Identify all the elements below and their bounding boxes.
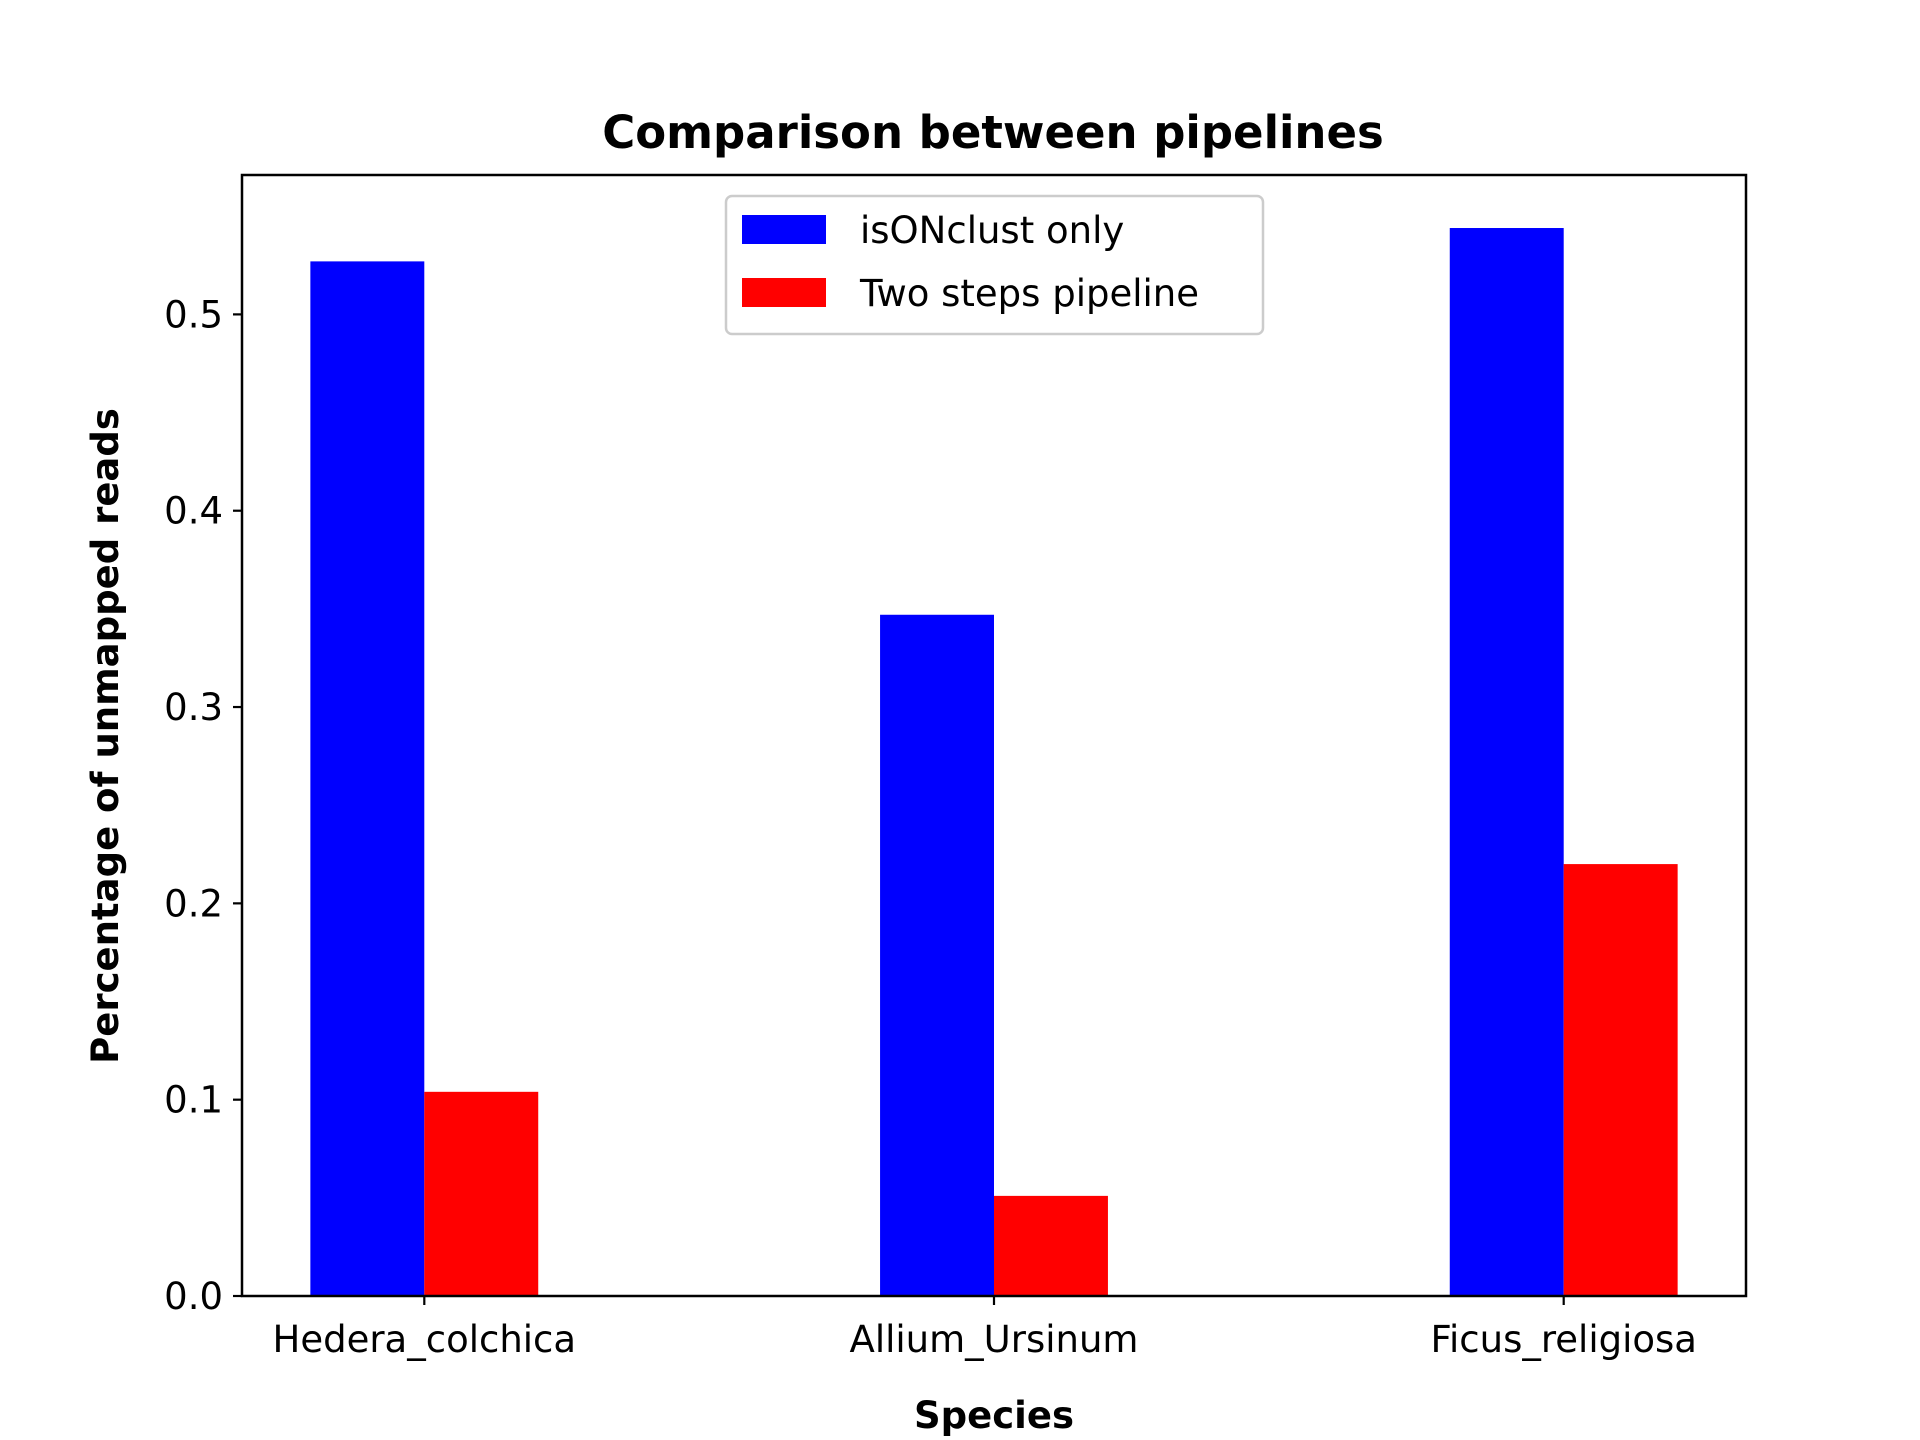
- y-tick-label: 0.1: [164, 1079, 223, 1122]
- y-tick-label: 0.2: [164, 882, 223, 925]
- legend-label: Two steps pipeline: [859, 272, 1199, 315]
- x-tick-label: Hedera_colchica: [273, 1318, 577, 1361]
- x-axis: Hedera_colchica Allium_Ursinum Ficus_relig…: [273, 1296, 1697, 1361]
- y-tick-label: 0.5: [164, 293, 223, 336]
- bar-isonclust-allium-ursinum: [880, 614, 994, 1296]
- chart-title: Comparison between pipelines: [602, 106, 1384, 159]
- legend-swatch: [742, 278, 826, 307]
- bar-isonclust-ficus-religiosa: [1449, 228, 1564, 1296]
- x-tick-label: Allium_Ursinum: [850, 1318, 1139, 1361]
- y-tick-label: 0.4: [164, 490, 223, 533]
- x-tick-label: Ficus_religiosa: [1430, 1318, 1697, 1361]
- bar-two-steps-hedera-colchica: [424, 1091, 539, 1296]
- plot-frame: [240, 173, 1748, 1298]
- legend-frame: [724, 194, 1265, 336]
- legend-swatch: [742, 215, 826, 244]
- bars-group: [310, 228, 1678, 1296]
- y-tick-label: 0.0: [164, 1275, 223, 1318]
- bar-two-steps-ficus-religiosa: [1563, 864, 1678, 1296]
- legend-label: isONclust only: [860, 209, 1124, 252]
- y-axis-label: Percentage of unmapped reads: [84, 408, 127, 1064]
- y-tick-label: 0.3: [164, 686, 223, 729]
- bar-two-steps-allium-ursinum: [994, 1195, 1108, 1296]
- x-axis-label: Species: [914, 1394, 1074, 1437]
- legend: isONclust only Two steps pipeline: [724, 194, 1265, 336]
- y-axis: 0.0 0.1 0.2 0.3 0.4 0.5: [164, 293, 242, 1318]
- bar-isonclust-hedera-colchica: [310, 261, 425, 1296]
